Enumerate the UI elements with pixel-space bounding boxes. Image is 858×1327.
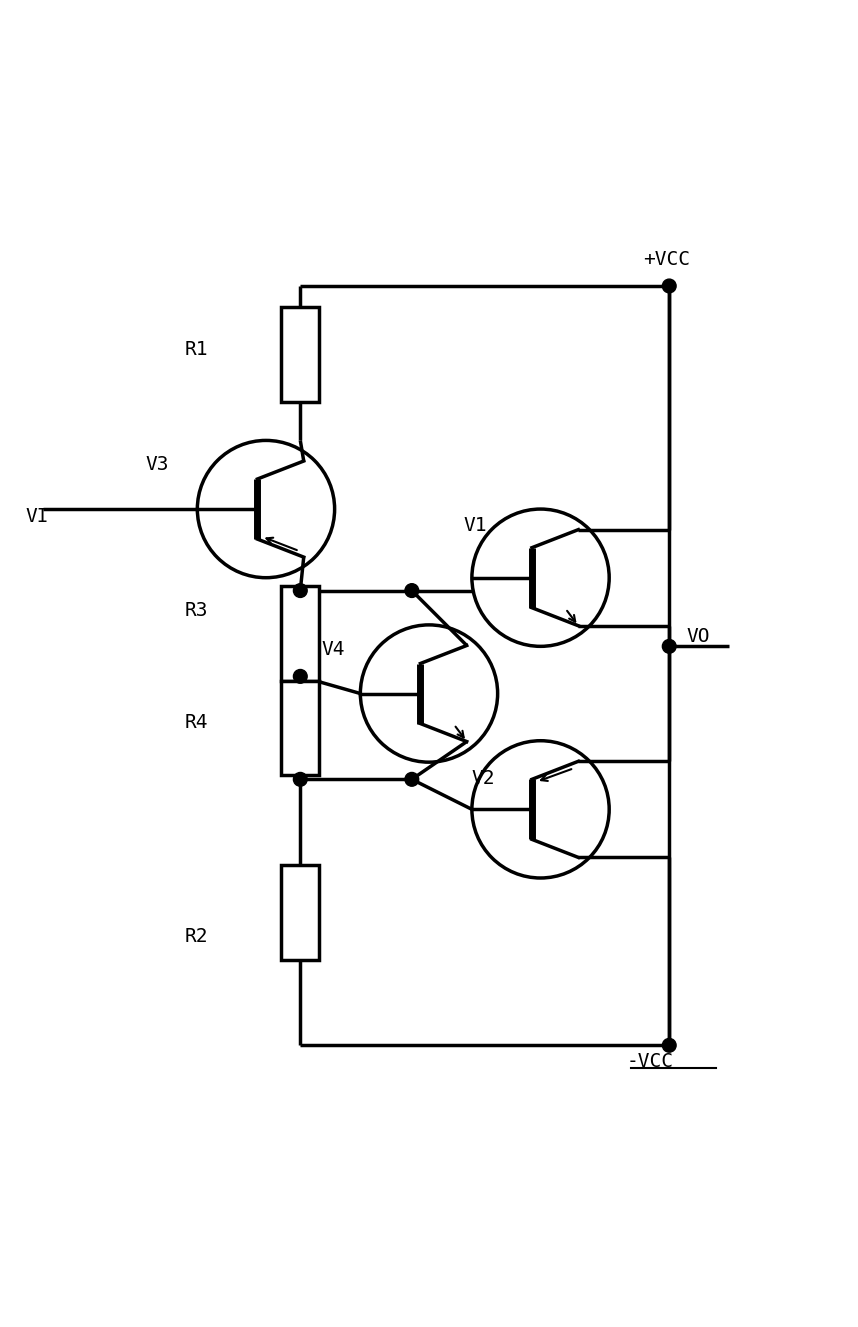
Text: VO: VO xyxy=(686,628,710,646)
Circle shape xyxy=(293,584,307,597)
Bar xyxy=(281,308,319,402)
Circle shape xyxy=(662,640,676,653)
Bar xyxy=(281,587,319,681)
Bar xyxy=(281,681,319,775)
Text: V2: V2 xyxy=(472,768,495,788)
Circle shape xyxy=(662,279,676,293)
Text: -VCC: -VCC xyxy=(626,1052,674,1071)
Bar xyxy=(281,865,319,959)
Text: +VCC: +VCC xyxy=(644,249,691,268)
Circle shape xyxy=(662,1039,676,1052)
Text: R3: R3 xyxy=(184,601,208,620)
Text: R2: R2 xyxy=(184,928,208,946)
Text: R1: R1 xyxy=(184,340,208,358)
Circle shape xyxy=(405,584,419,597)
Text: V3: V3 xyxy=(146,455,169,475)
Text: V4: V4 xyxy=(322,640,345,660)
Circle shape xyxy=(293,670,307,683)
Circle shape xyxy=(293,772,307,786)
Circle shape xyxy=(405,772,419,786)
Text: R4: R4 xyxy=(184,713,208,733)
Text: VI: VI xyxy=(26,507,49,525)
Text: V1: V1 xyxy=(463,515,486,535)
